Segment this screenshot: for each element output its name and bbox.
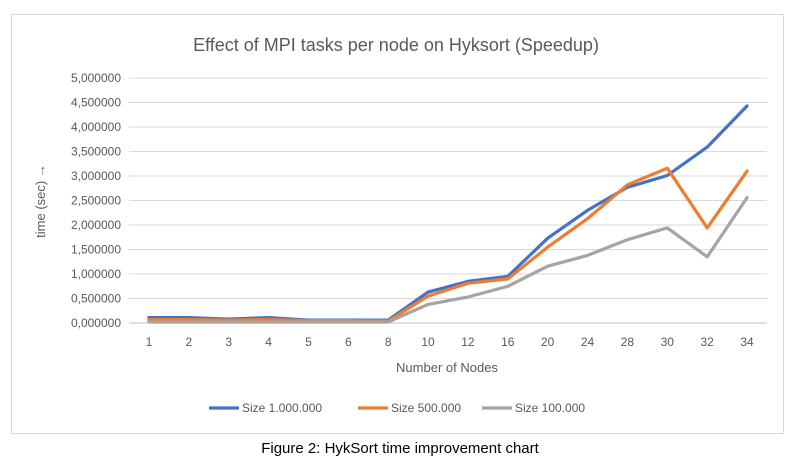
series-lines (147, 104, 749, 324)
x-tick-label: 28 (621, 335, 635, 349)
legend-label: Size 500.000 (391, 401, 461, 415)
y-tick-label: 1,000000 (71, 267, 121, 281)
x-tick-label: 2 (185, 335, 192, 349)
x-tick-label: 1 (146, 335, 153, 349)
x-tick-label: 34 (740, 335, 754, 349)
figure-caption: Figure 2: HykSort time improvement chart (261, 440, 539, 457)
series-line (147, 166, 749, 323)
y-tick-label: 0,500000 (71, 292, 121, 306)
x-tick-label: 4 (265, 335, 272, 349)
x-axis-label: Number of Nodes (396, 360, 498, 375)
line-chart: Effect of MPI tasks per node on Hyksort … (33, 35, 767, 415)
y-tick-label: 0,000000 (71, 316, 121, 330)
series-line (147, 104, 749, 322)
y-tick-label: 5,000000 (71, 71, 121, 85)
legend-label: Size 1.000.000 (242, 401, 322, 415)
series-line (147, 196, 749, 324)
chart-area: Effect of MPI tasks per node on Hyksort … (11, 14, 784, 434)
x-tick-label: 6 (345, 335, 352, 349)
x-tick-label: 20 (541, 335, 555, 349)
y-tick-label: 2,000000 (71, 218, 121, 232)
y-axis-ticks: 0,000000 0,500000 1,000000 1,500000 2,000000… (71, 71, 121, 330)
y-axis-label: time (sec) → (33, 164, 48, 238)
y-tick-label: 4,500000 (71, 96, 121, 110)
gridlines (129, 77, 767, 324)
x-tick-label: 16 (501, 335, 515, 349)
y-tick-label: 3,500000 (71, 145, 121, 159)
x-tick-label: 12 (461, 335, 475, 349)
x-tick-label: 24 (581, 335, 595, 349)
x-tick-label: 5 (305, 335, 312, 349)
chart-title: Effect of MPI tasks per node on Hyksort … (193, 35, 599, 55)
x-tick-label: 8 (385, 335, 392, 349)
y-tick-label: 4,000000 (71, 120, 121, 134)
y-tick-label: 1,500000 (71, 243, 121, 257)
y-tick-label: 3,000000 (71, 169, 121, 183)
legend-label: Size 100.000 (515, 401, 585, 415)
x-tick-label: 10 (421, 335, 435, 349)
x-axis-ticks: 1 2 3 4 5 6 8 10 12 16 20 24 28 30 32 34 (146, 335, 754, 349)
y-tick-label: 2,500000 (71, 194, 121, 208)
legend: Size 1.000.000 Size 500.000 Size 100.000 (209, 401, 585, 415)
x-tick-label: 30 (661, 335, 675, 349)
x-tick-label: 32 (701, 335, 715, 349)
x-tick-label: 3 (225, 335, 232, 349)
